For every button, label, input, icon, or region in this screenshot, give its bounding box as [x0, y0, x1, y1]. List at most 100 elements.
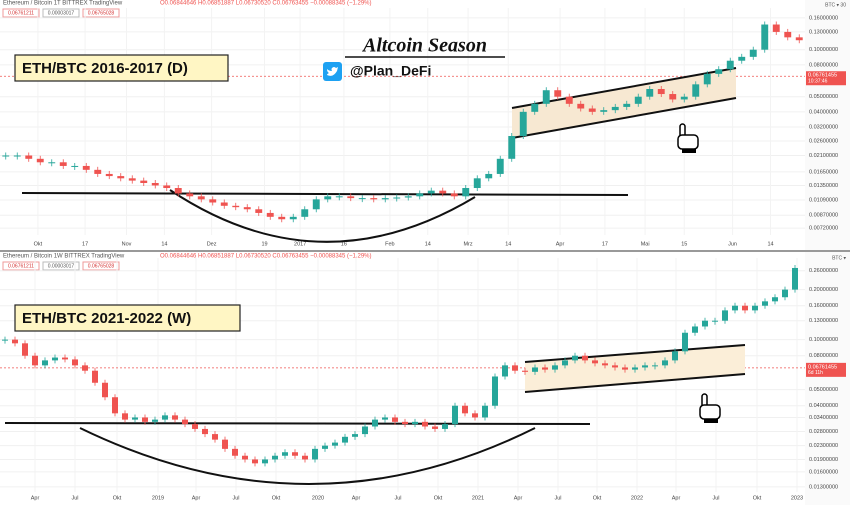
- candle-body: [392, 417, 398, 422]
- channel-line: [524, 373, 746, 393]
- candle-body: [222, 439, 228, 449]
- candle-body: [680, 96, 688, 100]
- x-tick-label: Okt: [113, 495, 122, 501]
- candle-body: [582, 355, 588, 361]
- candle-body: [472, 413, 478, 418]
- y-tick-label: 0.01600000: [809, 469, 838, 475]
- candle-body: [416, 193, 424, 197]
- y-tick-label: 0.16000000: [809, 303, 838, 309]
- candle-body: [312, 448, 318, 460]
- candle-body: [432, 426, 438, 429]
- channel-fill: [512, 68, 736, 138]
- candle-body: [162, 415, 168, 420]
- x-tick-label: Okt: [593, 495, 602, 501]
- candle-body: [370, 198, 378, 200]
- candle-body: [362, 426, 368, 435]
- candle-body: [122, 413, 128, 420]
- y-tick-label: 0.01650000: [809, 169, 838, 175]
- candle-body: [102, 382, 108, 398]
- candle-body: [622, 367, 628, 370]
- twitter-bird: [327, 67, 338, 76]
- candle-body: [212, 434, 218, 440]
- price-box: [2, 8, 40, 18]
- candle-body: [252, 459, 258, 464]
- candle-body: [772, 297, 778, 302]
- price-box: [42, 8, 80, 18]
- hand-icon: [699, 393, 721, 423]
- candle-body: [48, 162, 56, 164]
- candle-body: [634, 96, 642, 104]
- x-tick-label: Mrz: [463, 241, 472, 247]
- y-tick-label: 0.20000000: [809, 287, 838, 293]
- last-price-label: 0.06761455: [808, 364, 837, 370]
- y-tick-label: 0.16000000: [809, 15, 838, 21]
- candle-body: [485, 173, 493, 179]
- y-tick-label: 0.05000000: [809, 94, 838, 100]
- candle-body: [508, 135, 516, 159]
- x-tick-label: 16: [341, 241, 347, 247]
- timer: 6d 11h: [808, 370, 823, 376]
- x-tick-label: Apr: [192, 495, 201, 501]
- candle-body: [652, 365, 658, 367]
- x-tick-label: Jul: [712, 495, 719, 501]
- candle-body: [782, 289, 788, 298]
- candle-body: [588, 108, 596, 112]
- x-tick-label: 14: [161, 241, 167, 247]
- candle-body: [72, 359, 78, 366]
- resistance-line: [21, 192, 629, 196]
- y-tick-label: 0.02100000: [809, 153, 838, 159]
- candle-body: [427, 190, 435, 194]
- candle-body: [642, 365, 648, 368]
- candle-body: [142, 417, 148, 422]
- candle-body: [12, 339, 18, 344]
- x-tick-label: 2023: [791, 495, 803, 501]
- candle-body: [522, 370, 528, 372]
- candle-body: [784, 31, 792, 38]
- candle-body: [197, 196, 205, 200]
- candle-body: [36, 158, 44, 163]
- x-tick-label: Okt: [434, 495, 443, 501]
- candle-body: [71, 165, 79, 167]
- candle-body: [646, 89, 654, 97]
- x-tick-label: Jul: [554, 495, 561, 501]
- x-tick-label: Apr: [556, 241, 565, 247]
- x-tick-label: 17: [82, 241, 88, 247]
- price-box: [82, 8, 120, 18]
- x-tick-label: Apr: [352, 495, 361, 501]
- hand-icon: [677, 123, 699, 153]
- x-tick-label: Feb: [385, 241, 394, 247]
- candle-body: [632, 367, 638, 370]
- candle-body: [352, 434, 358, 437]
- candle-body: [13, 155, 21, 157]
- candle-body: [358, 198, 366, 200]
- x-tick-label: 2019: [152, 495, 164, 501]
- y-tick-label: 0.13000000: [809, 29, 838, 35]
- candle-body: [492, 376, 498, 406]
- candle-body: [243, 207, 251, 210]
- ohlc: O0.06844646 H0.06851887 L0.06730520 C0.0…: [160, 1, 372, 7]
- x-tick-label: Dez: [207, 241, 217, 247]
- x-tick-label: 2020: [312, 495, 324, 501]
- x-tick-label: Apr: [672, 495, 681, 501]
- candle-body: [282, 452, 288, 456]
- y-tick-label: 0.05000000: [809, 387, 838, 393]
- y-tick-label: 0.10000000: [809, 47, 838, 53]
- candle-body: [519, 111, 527, 136]
- symbol: Ethereum / Bitcoin 1W BITTREX TradingVie…: [3, 254, 125, 260]
- candle-body: [722, 310, 728, 321]
- candle-body: [2, 339, 8, 341]
- candle-body: [662, 360, 668, 366]
- resistance-line: [4, 422, 591, 425]
- candle-body: [42, 360, 48, 366]
- candle-body: [278, 216, 286, 220]
- candle-body: [117, 176, 125, 179]
- candle-body: [682, 332, 688, 352]
- ohlc: O0.06844646 H0.06851887 L0.06730520 C0.0…: [160, 254, 372, 260]
- candle-body: [393, 197, 401, 199]
- candle-body: [140, 180, 148, 183]
- y-tick-label: 0.13000000: [809, 318, 838, 324]
- candle-body: [462, 405, 468, 414]
- price-box-label: 0.06761211: [8, 263, 34, 269]
- price-box-label: 0.06765028: [88, 10, 115, 16]
- candle-body: [715, 69, 723, 74]
